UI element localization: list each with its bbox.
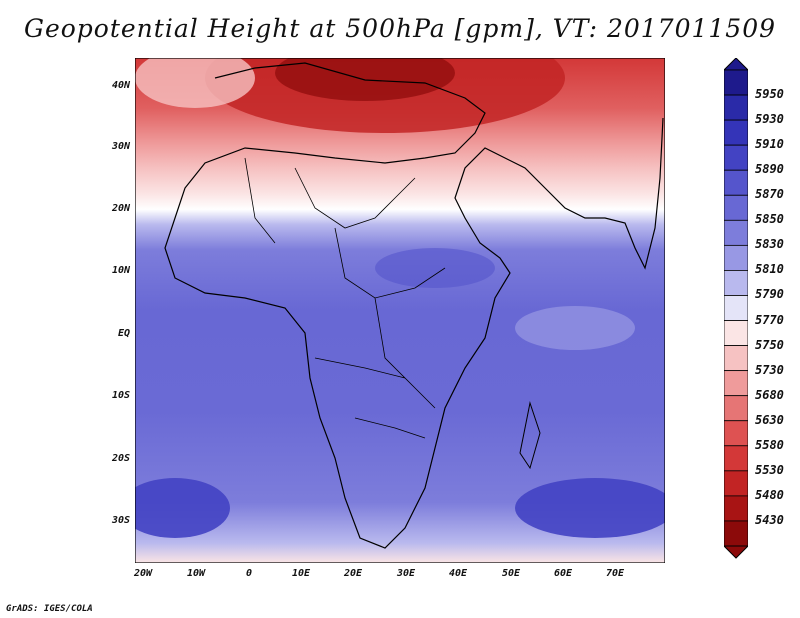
colorbar-level-label: 5530 — [755, 462, 784, 477]
colorbar-swatch — [723, 520, 749, 547]
map-panel — [135, 58, 665, 563]
colorbar-level-label: 5890 — [755, 162, 784, 177]
colorbar-level-label: 5810 — [755, 262, 784, 277]
colorbar-swatch — [723, 144, 749, 171]
colorbar-swatch — [723, 420, 749, 447]
colorbar-level-label: 5870 — [755, 187, 784, 202]
colorbar-level-label: 5930 — [755, 112, 784, 127]
colorbar-arrow-bottom — [722, 545, 750, 559]
colorbar-swatches — [722, 57, 750, 559]
colorbar — [722, 57, 750, 563]
colorbar-swatch — [723, 244, 749, 271]
lat-label-10s: 10S — [111, 390, 130, 401]
colorbar-swatch — [723, 94, 749, 121]
colorbar-level-label: 5730 — [755, 362, 784, 377]
colorbar-level-label: 5770 — [755, 312, 784, 327]
colorbar-level-label: 5630 — [755, 412, 784, 427]
colorbar-level-label: 5830 — [755, 237, 784, 252]
colorbar-level-label: 5580 — [755, 437, 784, 452]
colorbar-swatch — [723, 219, 749, 246]
lat-label-40n: 40N — [111, 80, 130, 91]
lon-label-10e: 10E — [291, 568, 311, 579]
colorbar-level-label: 5480 — [755, 487, 784, 502]
lon-label-30e: 30E — [396, 568, 416, 579]
colorbar-swatch — [723, 270, 749, 296]
lat-label-20n: 20N — [111, 203, 130, 214]
colorbar-swatch — [723, 370, 749, 397]
colorbar-swatch — [723, 169, 749, 196]
colorbar-swatch — [723, 470, 749, 497]
colorbar-swatch — [723, 345, 749, 372]
colorbar-level-label: 5680 — [755, 387, 784, 402]
colorbar-swatch — [723, 119, 749, 146]
lat-label-30s: 30S — [111, 515, 130, 526]
lat-label-10n: 10N — [111, 265, 130, 276]
ridge-west — [135, 58, 255, 108]
colorbar-level-label: 5850 — [755, 212, 784, 227]
low-band-indian-ocean — [515, 306, 635, 350]
lat-label-30n: 30N — [111, 141, 130, 152]
colorbar-level-label: 5750 — [755, 337, 784, 352]
credit-text: GrADS: IGES/COLA — [6, 604, 93, 614]
colorbar-swatch — [723, 194, 749, 221]
high-indian-ocean — [515, 478, 665, 538]
lat-label-eq: EQ — [117, 328, 130, 339]
lon-label-40e: 40E — [448, 568, 468, 579]
lon-label-0: 0 — [245, 568, 253, 579]
coastline — [164, 62, 664, 549]
colorbar-level-label: 5430 — [755, 512, 784, 527]
colorbar-swatch — [723, 295, 749, 321]
colorbar-arrow-top — [722, 57, 750, 71]
colorbar-level-label: 5910 — [755, 137, 784, 152]
lon-label-70e: 70E — [605, 568, 625, 579]
madagascar-outline — [519, 401, 541, 470]
high-central-africa — [375, 248, 495, 288]
country-borders — [244, 157, 446, 439]
colorbar-level-label: 5790 — [755, 287, 784, 302]
lon-label-60e: 60E — [553, 568, 573, 579]
geopotential-field-map — [135, 58, 665, 563]
colorbar-swatch — [723, 495, 749, 522]
colorbar-swatch — [723, 69, 749, 96]
colorbar-swatch — [723, 395, 749, 422]
map-title: Geopotential Height at 500hPa [gpm], VT:… — [23, 14, 777, 43]
high-south-atlantic — [135, 478, 230, 538]
lon-label-20e: 20E — [343, 568, 363, 579]
colorbar-level-label: 5950 — [755, 87, 784, 102]
colorbar-swatch — [723, 320, 749, 346]
colorbar-swatch — [723, 445, 749, 472]
lat-label-20s: 20S — [111, 453, 130, 464]
lon-label-50e: 50E — [501, 568, 521, 579]
lon-label-10w: 10W — [186, 568, 206, 579]
lon-label-20w: 20W — [133, 568, 153, 579]
